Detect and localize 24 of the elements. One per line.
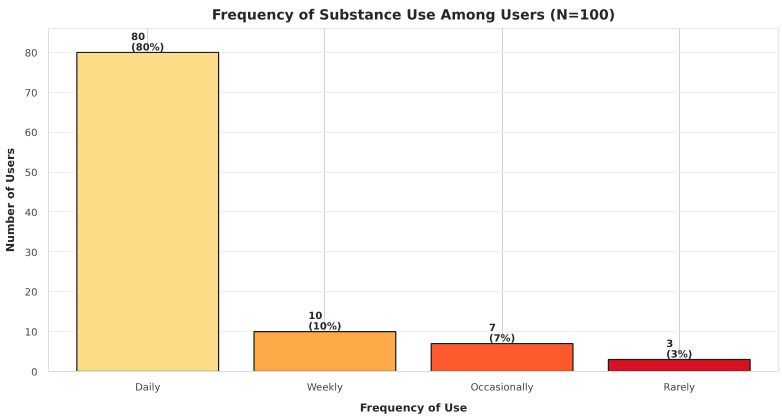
y-tick-label: 30 — [24, 248, 38, 259]
y-tick-label: 50 — [24, 168, 38, 180]
x-tick-label: Rarely — [663, 382, 696, 394]
bar — [430, 342, 574, 372]
data-label: 3 (3%) — [666, 339, 692, 361]
chart-title: Frequency of Substance Use Among Users (N=100) — [212, 8, 616, 24]
y-tick-label: 70 — [24, 88, 38, 100]
data-label: 10 (10%) — [308, 311, 342, 333]
data-label: 80 (80%) — [131, 32, 164, 54]
bar — [608, 358, 751, 372]
y-tick-label: 10 — [24, 328, 38, 339]
x-tick-label: Occasionally — [470, 382, 534, 394]
x-tick-label: Weekly — [306, 382, 344, 394]
bar — [253, 331, 396, 372]
y-axis-title: Number of Users — [4, 147, 17, 252]
data-label: 7 (7%) — [489, 323, 516, 345]
y-tick-label: 20 — [24, 288, 38, 299]
x-tick-label: Daily — [135, 382, 160, 394]
bar — [76, 52, 220, 372]
x-axis-title: Frequency of Use — [360, 402, 468, 414]
y-tick-label: 0 — [31, 368, 38, 378]
y-tick-label: 80 — [24, 48, 38, 60]
y-tick-label: 40 — [24, 208, 38, 219]
y-tick-label: 60 — [24, 128, 38, 140]
